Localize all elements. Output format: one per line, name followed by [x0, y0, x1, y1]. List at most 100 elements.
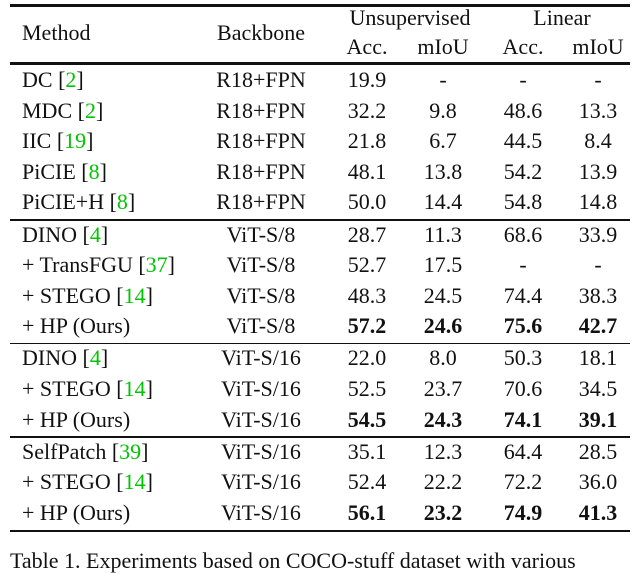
- group-rule: [10, 436, 630, 438]
- citation-link[interactable]: 8: [88, 158, 100, 184]
- value-cell: 64.4: [503, 438, 543, 464]
- value-cell: 11.3: [424, 221, 462, 247]
- value-cell: 52.5: [347, 376, 387, 401]
- citation-link[interactable]: 4: [89, 345, 101, 371]
- value-cell: 19.9: [347, 67, 387, 92]
- value-cell: 36.0: [578, 469, 618, 495]
- method-name: IIC: [22, 128, 52, 154]
- citation-link[interactable]: 8: [116, 189, 128, 215]
- backbone-cell: ViT-S/8: [226, 313, 296, 339]
- backbone-cell: R18+FPN: [216, 128, 306, 154]
- backbone-cell: ViT-S/16: [221, 469, 301, 495]
- value-cell: 13.9: [578, 158, 618, 184]
- value-cell: 48.6: [503, 97, 543, 123]
- method-cell: SelfPatch [39]: [22, 438, 149, 464]
- method-name: + HP (Ours): [22, 313, 131, 339]
- method-cell: + STEGO [14]: [22, 282, 153, 308]
- value-cell: 35.1: [347, 438, 387, 464]
- citation-link[interactable]: 2: [65, 67, 77, 92]
- backbone-cell: ViT-S/8: [226, 252, 296, 278]
- value-cell: 57.2: [347, 313, 387, 339]
- value-cell: 23.7: [423, 376, 463, 401]
- citation-link[interactable]: 14: [123, 469, 146, 495]
- header-linear-miou: mIoU: [572, 34, 624, 59]
- group-rule: [10, 342, 630, 345]
- value-cell: 38.3: [578, 282, 618, 308]
- value-cell: 34.5: [578, 376, 618, 401]
- backbone-cell: ViT-S/16: [221, 345, 301, 371]
- value-cell: 17.5: [423, 252, 463, 278]
- method-name: PiCIE+H: [22, 189, 105, 215]
- value-cell: 23.2: [423, 499, 463, 525]
- backbone-cell: R18+FPN: [216, 67, 306, 92]
- value-cell: 8.4: [584, 128, 612, 154]
- value-cell: 24.6: [423, 313, 463, 339]
- method-name: + STEGO: [22, 469, 111, 495]
- value-cell: 48.1: [347, 158, 387, 184]
- value-cell: -: [519, 67, 527, 92]
- header-rule: [10, 62, 630, 65]
- backbone-cell: R18+FPN: [216, 189, 306, 215]
- value-cell: 9.8: [429, 97, 457, 123]
- backbone-cell: ViT-S/8: [226, 221, 296, 247]
- value-cell: 54.2: [503, 158, 543, 184]
- value-cell: 72.2: [503, 469, 543, 495]
- method-name: DC: [22, 67, 53, 92]
- citation-link[interactable]: 4: [89, 221, 101, 247]
- value-cell: 24.5: [423, 282, 463, 308]
- method-name: MDC: [22, 97, 73, 123]
- method-name: + HP (Ours): [22, 499, 131, 525]
- method-cell: + STEGO [14]: [22, 469, 153, 495]
- citation-link[interactable]: 14: [123, 376, 146, 401]
- method-cell: + STEGO [14]: [22, 376, 153, 401]
- header-unsup-miou: mIoU: [417, 34, 469, 59]
- citation-link[interactable]: 19: [64, 128, 87, 154]
- value-cell: 42.7: [578, 313, 618, 339]
- value-cell: 48.3: [347, 282, 387, 308]
- value-cell: 54.8: [503, 189, 543, 215]
- value-cell: 50.3: [503, 345, 543, 371]
- method-name: SelfPatch: [22, 438, 107, 464]
- value-cell: 74.4: [503, 282, 543, 308]
- citation-link[interactable]: 2: [84, 97, 96, 123]
- value-cell: 6.7: [429, 128, 457, 154]
- value-cell: 74.9: [503, 499, 543, 525]
- method-name: + STEGO: [22, 376, 111, 401]
- method-cell: IIC [19]: [22, 128, 94, 154]
- method-cell: DINO [4]: [22, 221, 109, 247]
- value-cell: 54.5: [347, 406, 387, 432]
- citation-link[interactable]: 39: [119, 438, 142, 464]
- method-cell: + HP (Ours): [22, 405, 130, 435]
- top-rule: [10, 4, 630, 7]
- header-linear-acc: Acc.: [502, 34, 544, 59]
- backbone-cell: R18+FPN: [216, 158, 306, 184]
- value-cell: 52.7: [347, 252, 387, 278]
- method-cell: MDC [2]: [22, 97, 104, 123]
- value-cell: 32.2: [347, 97, 387, 123]
- value-cell: 28.7: [347, 221, 387, 247]
- value-cell: 74.1: [503, 406, 543, 432]
- method-name: DINO: [22, 221, 77, 247]
- backbone-cell: R18+FPN: [216, 97, 306, 123]
- method-name: + TransFGU: [22, 252, 133, 278]
- method-cell: PiCIE+H [8]: [22, 189, 136, 215]
- group-rule: [10, 219, 630, 221]
- value-cell: 13.3: [578, 97, 618, 123]
- value-cell: 75.6: [503, 313, 543, 339]
- value-cell: 52.4: [347, 469, 387, 495]
- value-cell: 33.9: [578, 221, 618, 247]
- method-name: PiCIE: [22, 158, 76, 184]
- value-cell: 18.1: [578, 345, 618, 371]
- backbone-cell: ViT-S/16: [221, 438, 301, 464]
- value-cell: 70.6: [503, 376, 543, 401]
- value-cell: 50.0: [347, 189, 387, 215]
- citation-link[interactable]: 14: [123, 282, 146, 308]
- value-cell: 14.4: [423, 189, 463, 215]
- table-caption: Table 1. Experiments based on COCO-stuff…: [10, 548, 576, 573]
- value-cell: 56.1: [347, 499, 387, 525]
- method-cell: + HP (Ours): [22, 311, 130, 341]
- citation-link[interactable]: 37: [145, 252, 168, 278]
- value-cell: 14.8: [578, 189, 618, 215]
- value-cell: 22.0: [347, 345, 387, 371]
- value-cell: -: [439, 67, 447, 92]
